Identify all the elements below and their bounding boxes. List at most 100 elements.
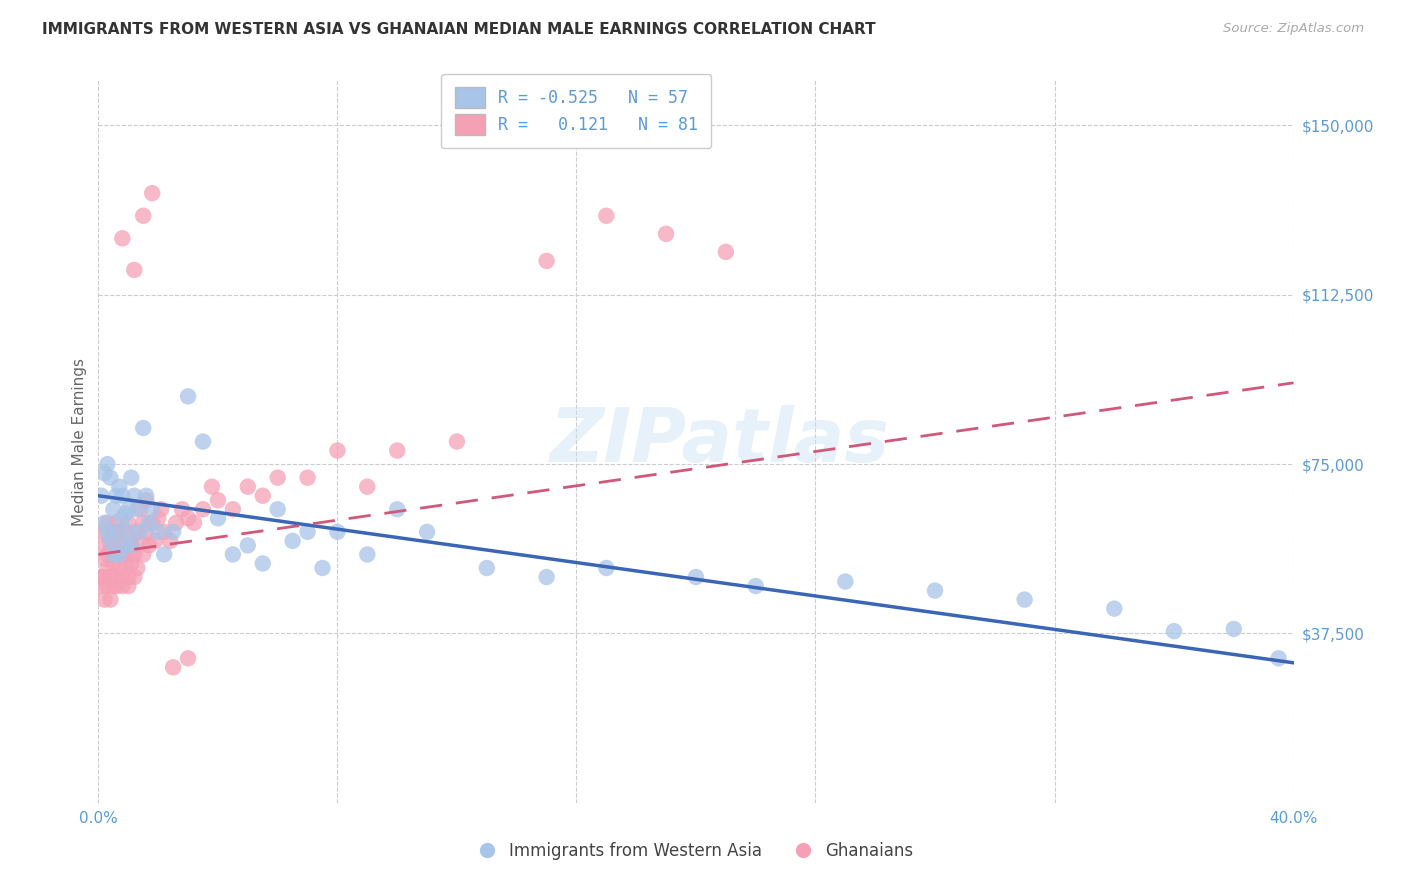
Point <box>311 561 333 575</box>
Point <box>111 511 134 525</box>
Point <box>141 516 163 530</box>
Point <box>141 502 163 516</box>
Text: Source: ZipAtlas.com: Source: ZipAtlas.com <box>1223 22 1364 36</box>
Point <box>111 579 134 593</box>
Point <box>159 533 181 548</box>
Point <box>714 244 737 259</box>
Point <box>96 516 118 530</box>
Point <box>93 570 115 584</box>
Point <box>93 524 115 539</box>
Point <box>150 502 173 516</box>
Point <box>93 552 115 566</box>
Point <box>117 548 139 562</box>
Point <box>96 457 118 471</box>
Point <box>745 579 768 593</box>
Point <box>135 493 157 508</box>
Point <box>117 502 139 516</box>
Point <box>1223 622 1246 636</box>
Point <box>127 561 149 575</box>
Point <box>120 470 142 484</box>
Point <box>103 548 125 562</box>
Point <box>165 516 187 530</box>
Point <box>117 579 139 593</box>
Point <box>177 651 200 665</box>
Point <box>177 389 200 403</box>
Point <box>98 592 122 607</box>
Point <box>162 524 184 539</box>
Point <box>124 263 146 277</box>
Point <box>105 524 128 539</box>
Point <box>201 480 224 494</box>
Point <box>108 524 131 539</box>
Point <box>141 186 163 201</box>
Point <box>356 480 378 494</box>
Point <box>1014 592 1036 607</box>
Point <box>416 524 439 539</box>
Point <box>138 538 160 552</box>
Point <box>103 502 125 516</box>
Point <box>98 533 122 548</box>
Point <box>446 434 468 449</box>
Point <box>135 489 157 503</box>
Point <box>96 524 118 539</box>
Point <box>385 502 409 516</box>
Point <box>124 548 146 562</box>
Point <box>177 511 200 525</box>
Point <box>595 209 617 223</box>
Point <box>326 443 349 458</box>
Point <box>297 470 319 484</box>
Point <box>297 524 319 539</box>
Point <box>267 502 290 516</box>
Point <box>252 557 274 571</box>
Point <box>191 434 214 449</box>
Point <box>103 548 125 562</box>
Point <box>98 470 122 484</box>
Point <box>98 533 122 548</box>
Point <box>114 548 136 562</box>
Point <box>685 570 707 584</box>
Point <box>108 548 131 562</box>
Point <box>111 570 134 584</box>
Point <box>98 570 122 584</box>
Point <box>114 538 136 552</box>
Point <box>98 542 122 557</box>
Point <box>114 524 136 539</box>
Point <box>120 538 142 552</box>
Point <box>124 570 146 584</box>
Point <box>105 579 128 593</box>
Text: IMMIGRANTS FROM WESTERN ASIA VS GHANAIAN MEDIAN MALE EARNINGS CORRELATION CHART: IMMIGRANTS FROM WESTERN ASIA VS GHANAIAN… <box>42 22 876 37</box>
Point <box>148 524 170 539</box>
Point <box>138 516 160 530</box>
Point <box>135 524 157 539</box>
Point <box>93 466 115 480</box>
Point <box>120 538 142 552</box>
Point <box>108 480 131 494</box>
Legend: Immigrants from Western Asia, Ghanaians: Immigrants from Western Asia, Ghanaians <box>472 836 920 867</box>
Point <box>236 538 259 552</box>
Point <box>96 579 118 593</box>
Point <box>536 570 558 584</box>
Point <box>105 489 128 503</box>
Point <box>117 516 139 530</box>
Point <box>132 516 155 530</box>
Point <box>222 548 245 562</box>
Point <box>1104 601 1126 615</box>
Point <box>222 502 245 516</box>
Point <box>90 579 112 593</box>
Point <box>1163 624 1185 639</box>
Point <box>207 493 229 508</box>
Point <box>108 548 131 562</box>
Point <box>207 511 229 525</box>
Point <box>108 561 131 575</box>
Point <box>326 524 349 539</box>
Point <box>281 533 304 548</box>
Point <box>191 502 214 516</box>
Point <box>114 557 136 571</box>
Point <box>96 548 118 562</box>
Point <box>129 502 152 516</box>
Point <box>90 489 112 503</box>
Point <box>124 489 146 503</box>
Point <box>475 561 498 575</box>
Point <box>105 570 128 584</box>
Point <box>356 548 378 562</box>
